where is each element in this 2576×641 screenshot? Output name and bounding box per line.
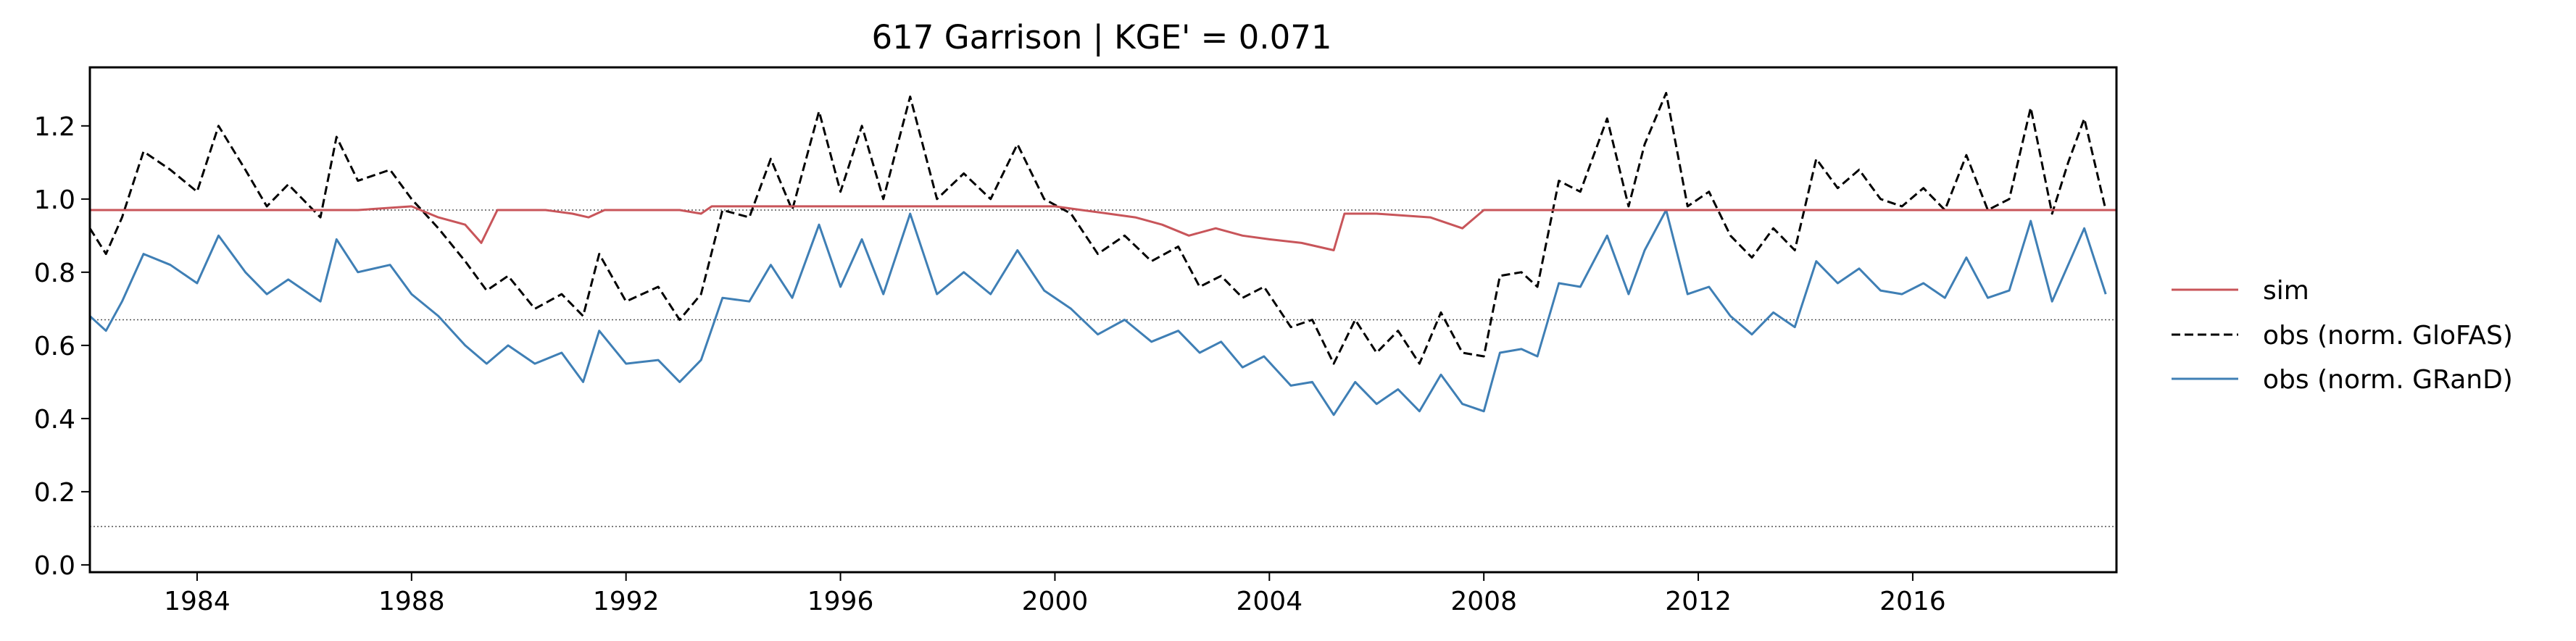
plot-frame [88,66,2118,574]
series-group [88,91,2116,416]
series-line-1 [88,91,2107,365]
y-tick-label-3: 0.6 [34,332,75,361]
y-tick-label-5: 1.0 [34,185,75,215]
legend-label-sim: sim [2263,276,2309,306]
x-tick-label-8: 2016 [1879,587,1946,616]
x-tick-label-5: 2004 [1236,587,1302,616]
legend: sim obs (norm. GloFAS) obs (norm. GRanD) [2172,276,2513,395]
x-tick-label-7: 2012 [1665,587,1732,616]
y-tick-label-1: 0.2 [34,478,75,508]
y-axis: 0.0 0.2 0.4 0.6 0.8 1.0 1.2 [34,112,90,581]
legend-label-glofas: obs (norm. GloFAS) [2263,321,2513,351]
chart-title: 617 Garrison | KGE' = 0.071 [872,18,1332,56]
y-tick-label-4: 0.8 [34,259,75,288]
x-axis: 1984 1988 1992 1996 2000 2004 2008 2012 2016 [164,572,1946,616]
y-tick-label-2: 0.4 [34,405,75,435]
x-tick-label-2: 1992 [593,587,660,616]
legend-label-grand: obs (norm. GRanD) [2263,365,2513,395]
x-tick-label-3: 1996 [807,587,874,616]
y-tick-label-6: 1.2 [34,112,75,142]
series-line-2 [88,209,2107,416]
x-tick-label-4: 2000 [1022,587,1089,616]
x-tick-label-1: 1988 [378,587,445,616]
x-tick-label-0: 1984 [164,587,230,616]
x-tick-label-6: 2008 [1450,587,1517,616]
series-line-0 [90,205,2116,251]
y-tick-label-0: 0.0 [34,551,75,581]
